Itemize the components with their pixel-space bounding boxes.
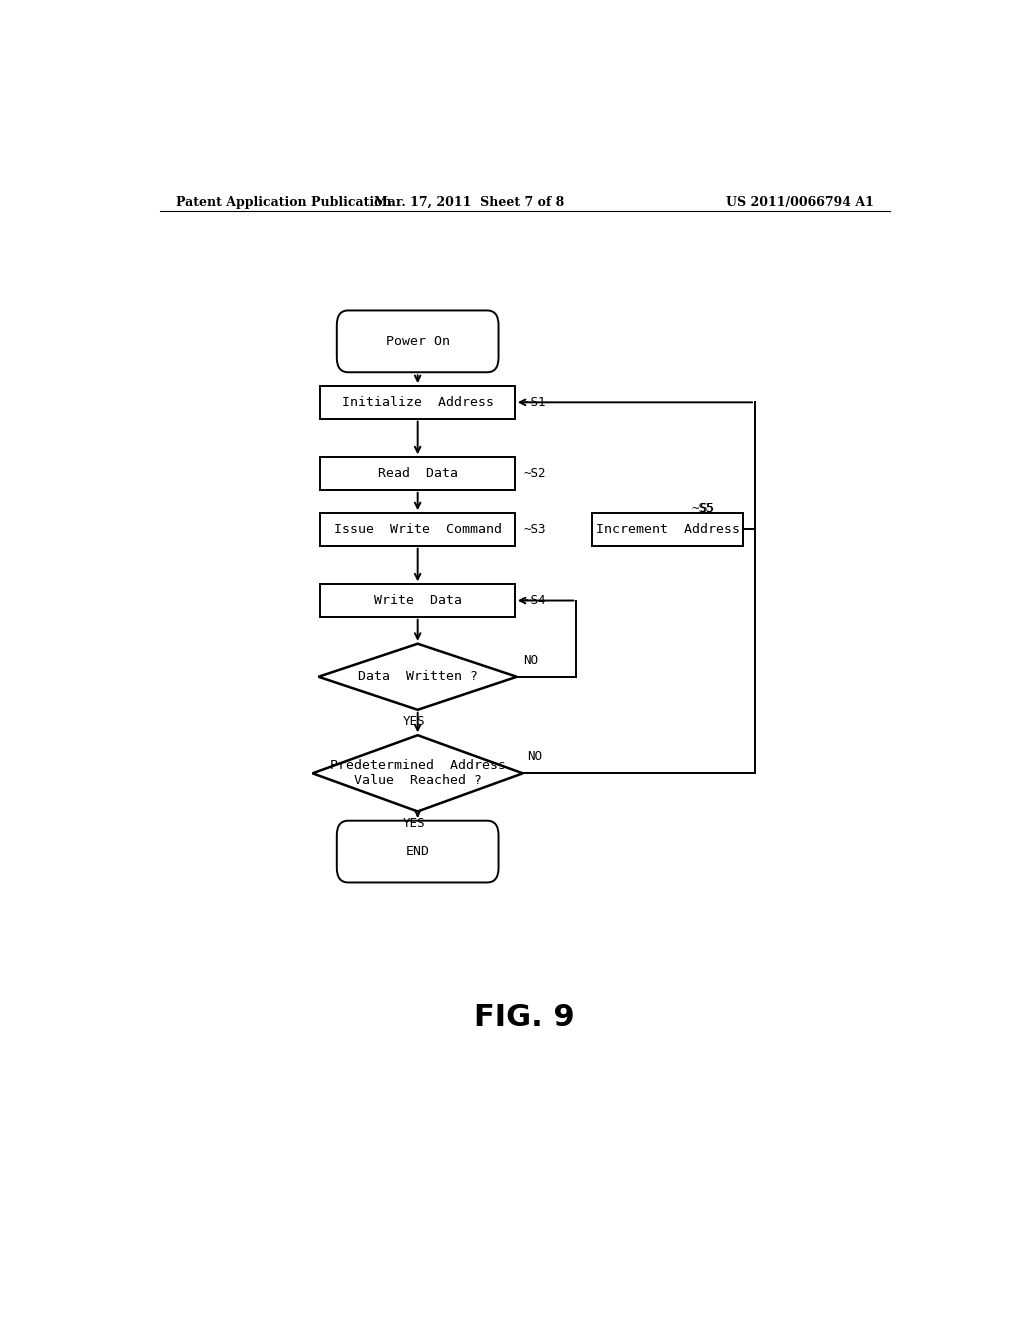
Text: Mar. 17, 2011  Sheet 7 of 8: Mar. 17, 2011 Sheet 7 of 8: [374, 195, 564, 209]
Text: ~S4: ~S4: [523, 594, 546, 607]
Text: Read  Data: Read Data: [378, 467, 458, 480]
Text: YES: YES: [402, 817, 425, 829]
Text: YES: YES: [402, 715, 425, 727]
Bar: [592, 513, 743, 545]
FancyBboxPatch shape: [337, 310, 499, 372]
Bar: [321, 457, 515, 490]
Text: US 2011/0066794 A1: US 2011/0066794 A1: [726, 195, 873, 209]
Polygon shape: [318, 644, 517, 710]
Bar: [321, 585, 515, 616]
Text: Write  Data: Write Data: [374, 594, 462, 607]
Text: NO: NO: [526, 750, 542, 763]
Text: Initialize  Address: Initialize Address: [342, 396, 494, 409]
Text: ~S2: ~S2: [523, 467, 546, 480]
Polygon shape: [312, 735, 523, 812]
Text: FIG. 9: FIG. 9: [474, 1003, 575, 1032]
Text: Increment  Address: Increment Address: [596, 523, 739, 536]
Text: Data  Written ?: Data Written ?: [357, 671, 477, 684]
Text: Issue  Write  Command: Issue Write Command: [334, 523, 502, 536]
Text: Predetermined  Address
Value  Reached ?: Predetermined Address Value Reached ?: [330, 759, 506, 787]
Text: ~S5: ~S5: [691, 502, 714, 515]
Text: Power On: Power On: [386, 335, 450, 348]
FancyBboxPatch shape: [337, 821, 499, 883]
Bar: [321, 385, 515, 418]
Text: ~S3: ~S3: [523, 523, 546, 536]
Text: Patent Application Publication: Patent Application Publication: [176, 195, 391, 209]
Text: S5: S5: [699, 502, 715, 515]
Text: ~S1: ~S1: [523, 396, 546, 409]
Text: NO: NO: [523, 653, 539, 667]
Bar: [321, 513, 515, 545]
Text: END: END: [406, 845, 430, 858]
